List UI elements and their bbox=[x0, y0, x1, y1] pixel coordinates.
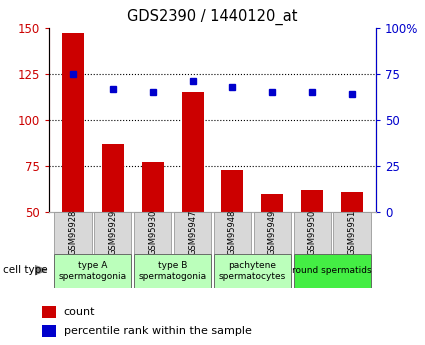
Bar bbox=[134, 254, 211, 288]
Bar bbox=[102, 144, 124, 212]
Text: GSM95951: GSM95951 bbox=[348, 209, 357, 255]
Bar bbox=[334, 212, 371, 254]
Text: type A
spermatogonia: type A spermatogonia bbox=[59, 261, 127, 280]
Text: count: count bbox=[64, 307, 95, 317]
Bar bbox=[341, 192, 363, 212]
Bar bbox=[214, 212, 251, 254]
Bar bbox=[42, 325, 56, 337]
Text: cell type: cell type bbox=[3, 265, 48, 275]
Bar bbox=[254, 212, 291, 254]
Bar bbox=[221, 170, 244, 212]
Bar bbox=[174, 212, 211, 254]
Bar bbox=[62, 33, 84, 212]
Text: percentile rank within the sample: percentile rank within the sample bbox=[64, 326, 252, 336]
Text: GSM95948: GSM95948 bbox=[228, 209, 237, 255]
Bar bbox=[94, 212, 131, 254]
Bar bbox=[42, 306, 56, 317]
Text: type B
spermatogonia: type B spermatogonia bbox=[139, 261, 207, 280]
Bar bbox=[214, 254, 291, 288]
Bar bbox=[54, 212, 91, 254]
Bar bbox=[294, 212, 331, 254]
Bar bbox=[142, 162, 164, 212]
Text: GSM95929: GSM95929 bbox=[108, 209, 117, 255]
Bar bbox=[261, 194, 283, 212]
Text: GSM95930: GSM95930 bbox=[148, 209, 157, 255]
Polygon shape bbox=[35, 266, 47, 275]
Text: round spermatids: round spermatids bbox=[292, 266, 372, 275]
Bar bbox=[301, 190, 323, 212]
Text: pachytene
spermatocytes: pachytene spermatocytes bbox=[219, 261, 286, 280]
Text: GSM95949: GSM95949 bbox=[268, 209, 277, 255]
Bar bbox=[294, 254, 371, 288]
Bar bbox=[134, 212, 171, 254]
Text: GSM95950: GSM95950 bbox=[308, 209, 317, 255]
Text: GSM95947: GSM95947 bbox=[188, 209, 197, 255]
Title: GDS2390 / 1440120_at: GDS2390 / 1440120_at bbox=[127, 9, 298, 25]
Bar bbox=[181, 92, 204, 212]
Text: GSM95928: GSM95928 bbox=[68, 209, 77, 255]
Bar bbox=[54, 254, 131, 288]
